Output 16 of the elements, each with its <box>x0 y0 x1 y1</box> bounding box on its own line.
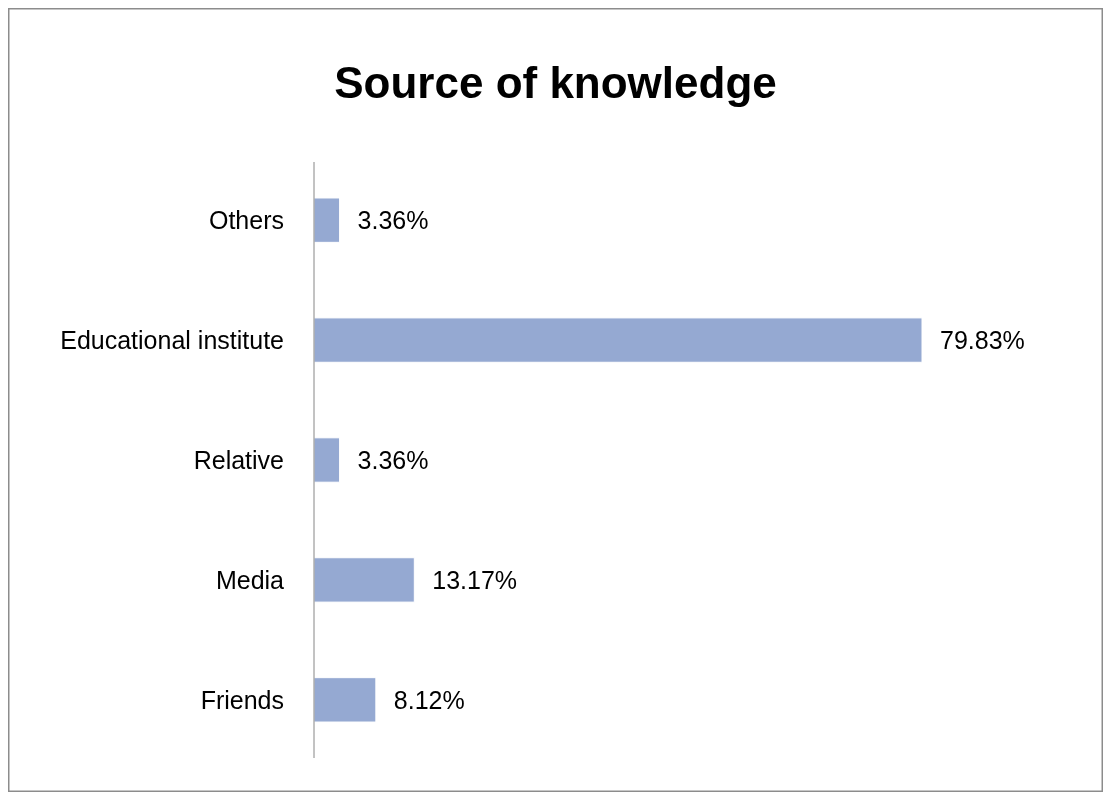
bar <box>313 677 377 723</box>
data-label: 13.17% <box>432 565 518 594</box>
bar <box>313 317 923 363</box>
data-label: 3.36% <box>357 445 429 474</box>
data-label: 8.12% <box>393 685 465 714</box>
bar <box>313 557 415 603</box>
y-tick-label: Relative <box>193 445 284 474</box>
bar <box>313 437 341 483</box>
data-label: 79.83% <box>940 325 1025 354</box>
y-tick-label: Media <box>215 565 285 594</box>
data-label: 3.36% <box>357 205 429 234</box>
y-tick-label: Educational institute <box>60 325 284 354</box>
y-tick-label: Friends <box>200 685 284 714</box>
y-tick-label: Others <box>208 205 284 234</box>
chart-title: Source of knowledge <box>334 58 777 107</box>
bar <box>313 197 341 243</box>
